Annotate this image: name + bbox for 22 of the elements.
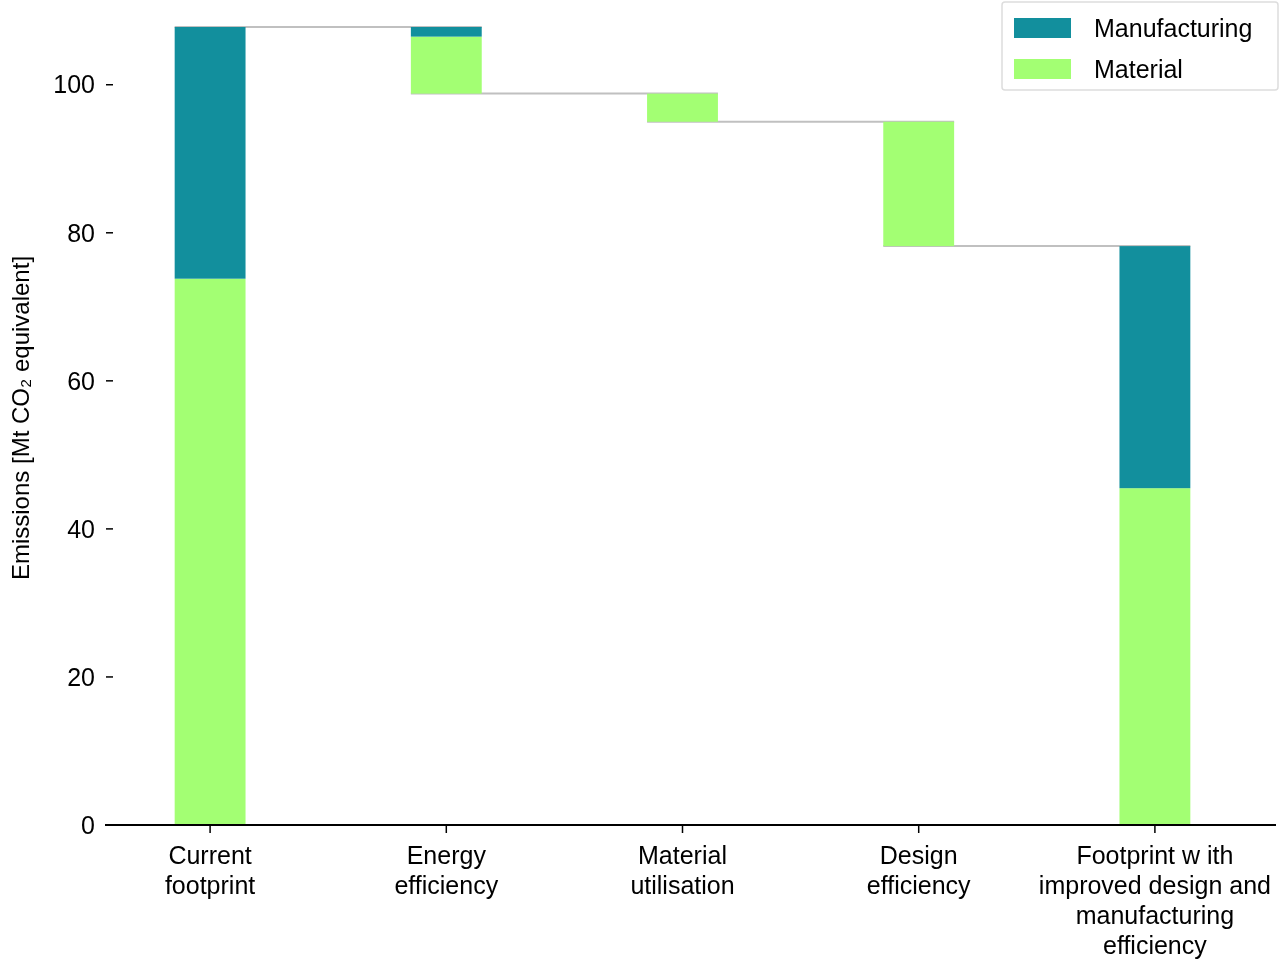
y-tick-label: 20 (67, 662, 95, 691)
x-tick-label: Current footprint (164, 841, 256, 899)
bar (410, 36, 482, 94)
x-tick-label: Footprint w ith improved design and manufacturing efficiency (1038, 841, 1271, 959)
y-tick-label: 100 (53, 70, 95, 99)
x-tick-label: Material utilisation (630, 841, 735, 899)
bar (1119, 488, 1191, 825)
bar (1119, 246, 1191, 489)
y-tick-label: 80 (67, 218, 95, 247)
legend-label: Material (1094, 54, 1183, 83)
bar (174, 27, 246, 279)
bar (883, 121, 955, 247)
y-tick-label: 60 (67, 366, 95, 395)
y-tick-label: 40 (67, 514, 95, 543)
y-axis-title: Emissions [Mt CO₂ equivalent] (7, 255, 34, 581)
legend-label: Manufacturing (1094, 13, 1253, 42)
bar (174, 278, 246, 825)
x-tick-label: Design efficiency (866, 841, 972, 899)
bar (647, 93, 718, 122)
y-tick-label: 0 (81, 810, 95, 839)
x-tick-label: Energy efficiency (394, 841, 499, 899)
bar (410, 27, 482, 37)
